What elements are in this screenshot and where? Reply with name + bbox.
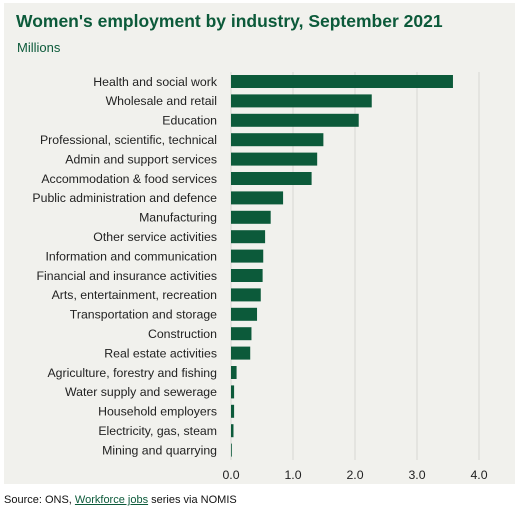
category-label: Agriculture, forestry and fishing <box>47 366 217 380</box>
category-label: Real estate activities <box>104 346 217 360</box>
bar <box>231 327 252 341</box>
workforce-jobs-link[interactable]: Workforce jobs <box>74 494 149 506</box>
x-tick-label: 4.0 <box>470 468 487 482</box>
source-suffix: series via NOMIS <box>148 494 237 506</box>
bar <box>231 346 251 360</box>
bar <box>231 152 318 166</box>
bar <box>231 249 264 263</box>
category-label: Professional, scientific, technical <box>40 133 217 147</box>
bar <box>231 210 271 224</box>
bar <box>231 172 312 185</box>
x-tick-label: 0.0 <box>222 468 239 482</box>
bar <box>231 443 232 457</box>
category-label: Wholesale and retail <box>106 94 217 108</box>
bar <box>231 385 235 399</box>
bar <box>231 404 235 418</box>
category-label: Construction <box>148 327 217 341</box>
category-label: Household employers <box>98 405 217 419</box>
category-label: Mining and quarrying <box>102 443 217 457</box>
bar <box>231 288 261 302</box>
category-label: Financial and insurance activities <box>37 269 217 283</box>
chart-title: Women's employment by industry, Septembe… <box>16 11 443 31</box>
source-prefix: Source: ONS, <box>4 494 75 506</box>
bar <box>231 307 258 321</box>
category-label: Electricity, gas, steam <box>98 424 217 438</box>
chart-subtitle: Millions <box>17 40 61 55</box>
bar <box>231 366 237 379</box>
category-label: Water supply and sewerage <box>65 385 217 399</box>
bar <box>231 94 372 108</box>
category-label: Information and communication <box>45 249 217 263</box>
bar <box>231 133 324 147</box>
category-label: Education <box>162 114 217 128</box>
category-label: Admin and support services <box>65 152 217 166</box>
x-tick-label: 2.0 <box>346 468 363 482</box>
category-label: Manufacturing <box>139 211 217 225</box>
category-label: Arts, entertainment, recreation <box>52 288 218 302</box>
bar <box>231 230 266 244</box>
x-tick-label: 1.0 <box>284 468 301 482</box>
category-label: Public administration and defence <box>32 191 217 205</box>
category-label: Other service activities <box>93 230 217 244</box>
category-label: Accommodation & food services <box>41 172 217 186</box>
source-note: Source: ONS, Workforce jobs series via N… <box>4 494 237 506</box>
category-label: Transportation and storage <box>70 308 217 322</box>
bar <box>231 113 359 127</box>
category-label: Health and social work <box>93 75 218 89</box>
x-tick-label: 3.0 <box>408 468 425 482</box>
bar <box>231 191 284 205</box>
bar <box>231 75 453 88</box>
bar <box>231 269 263 282</box>
bar <box>231 424 234 438</box>
